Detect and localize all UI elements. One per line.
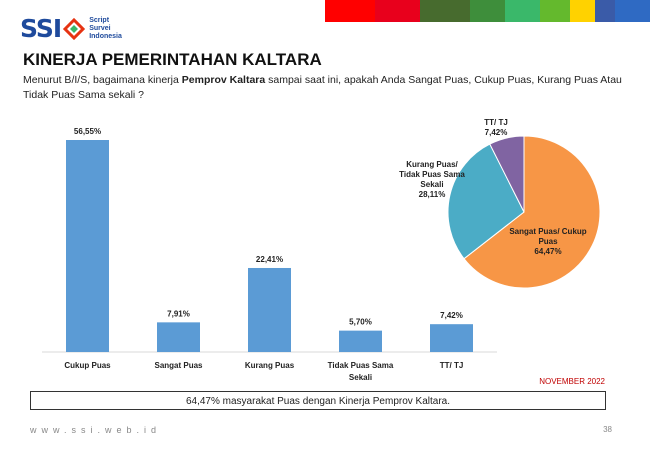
- bar-data-label: 5,70%: [349, 318, 372, 327]
- question-subject: Pemprov Kaltara: [181, 74, 266, 86]
- question-prefix: Menurut B/I/S, bagaimana kinerja: [23, 74, 182, 86]
- bar-data-label: 7,91%: [167, 309, 190, 318]
- category-label: Tidak Puas Sama: [328, 361, 394, 370]
- color-stripe: [615, 0, 650, 22]
- pie-slice: [463, 135, 601, 289]
- bar-data-label: 22,41%: [256, 255, 283, 264]
- logo-subtitle: Script Survei Indonesia: [89, 17, 122, 41]
- question-suffix: sampai saat ini, apakah Anda Sangat Puas…: [23, 74, 622, 101]
- website-url: www.ssi.web.id: [30, 425, 162, 435]
- survey-question: Menurut B/I/S, bagaimana kinerja Pemprov…: [23, 73, 623, 103]
- pie-label: 64,47%: [534, 247, 561, 256]
- bar: [157, 322, 200, 352]
- summary-box: 64,47% masyarakat Puas dengan Kinerja Pe…: [30, 391, 606, 410]
- header-color-stripes: [325, 0, 650, 22]
- ssi-logo-mark-icon: [63, 17, 86, 40]
- color-stripe: [325, 0, 375, 22]
- logo-sub-line: Indonesia: [89, 32, 122, 40]
- color-stripe: [595, 0, 615, 22]
- color-stripe: [505, 0, 540, 22]
- color-stripe: [540, 0, 570, 22]
- logo-sub-line: Survei: [89, 24, 111, 32]
- pie-label: Sangat Puas/ Cukup: [509, 227, 586, 236]
- pie-slice: [489, 135, 525, 213]
- bar-data-label: 7,42%: [440, 311, 463, 320]
- page-title: KINERJA PEMERINTAHAN KALTARA: [23, 50, 322, 69]
- bar: [339, 330, 382, 352]
- color-stripe: [470, 0, 505, 22]
- color-stripe: [570, 0, 595, 22]
- category-label: Kurang Puas: [245, 361, 295, 370]
- pie-label: 28,11%: [419, 190, 446, 199]
- bar: [248, 267, 291, 352]
- pie-slice: [447, 143, 525, 260]
- bar-data-label: 56,55%: [74, 127, 101, 136]
- page-number: 38: [603, 425, 612, 434]
- ssi-logo: SSI Script Survei Indonesia: [20, 14, 122, 43]
- category-label: Cukup Puas: [64, 361, 111, 370]
- category-label: Sekali: [349, 373, 372, 382]
- pie-label: Sekali: [420, 180, 443, 189]
- pie-label: 7,42%: [485, 128, 508, 137]
- pie-label: Kurang Puas/: [406, 160, 458, 169]
- logo-text: SSI: [20, 14, 62, 43]
- color-stripe: [420, 0, 470, 22]
- bar: [430, 324, 473, 352]
- category-label: TT/ TJ: [440, 361, 464, 370]
- pie-label: TT/ TJ: [484, 118, 508, 127]
- logo-sub-line: Script: [89, 16, 110, 24]
- bar: [66, 140, 109, 352]
- category-label: Sangat Puas: [154, 361, 203, 370]
- color-stripe: [375, 0, 420, 22]
- pie-label: Tidak Puas Sama: [399, 170, 465, 179]
- survey-month: NOVEMBER 2022: [539, 377, 605, 386]
- pie-label: Puas: [538, 237, 558, 246]
